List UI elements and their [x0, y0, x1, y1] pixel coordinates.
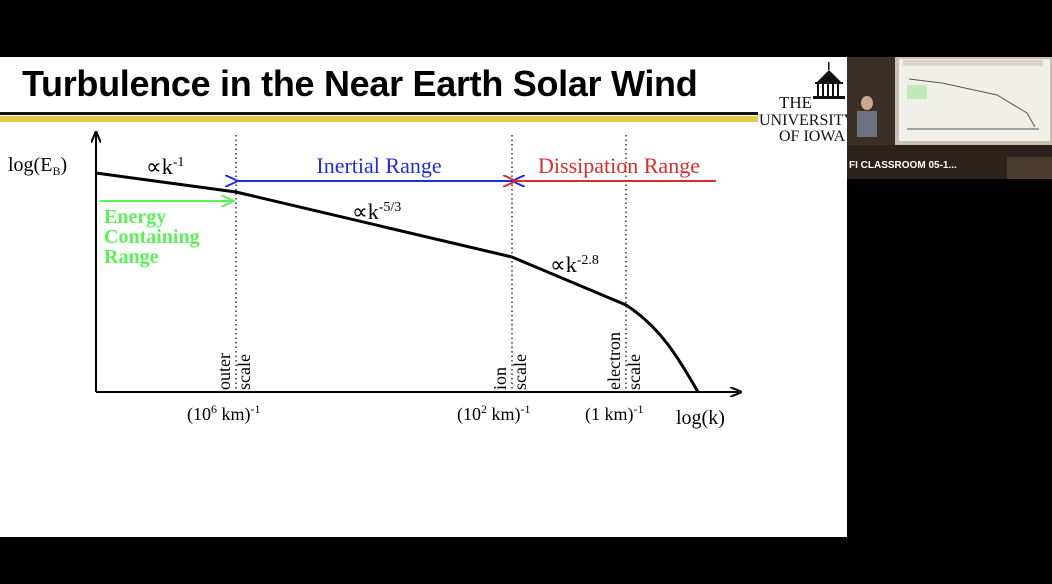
energy-range-label-2: Containing	[104, 226, 200, 248]
webcam-feed: FI CLASSROOM 05-1...	[847, 57, 1052, 179]
tick-label-outer: (106 km)-1	[187, 402, 261, 425]
outer-scale-label-1: outer	[214, 353, 234, 390]
logo-text-university: UNIVERSITY	[759, 112, 847, 129]
spectrum-diagram: Inertial Range Dissipation Range Energy …	[8, 57, 847, 429]
logo-text-of-iowa: OF IOWA	[779, 128, 846, 145]
title-rule	[0, 112, 758, 115]
y-axis-label: log(EB)	[8, 154, 67, 178]
ion-scale-label-1: ion	[490, 367, 510, 390]
x-axis-label: log(k)	[676, 407, 725, 429]
energy-range-label-3: Range	[104, 246, 159, 268]
slide-title: Turbulence in the Near Earth Solar Wind	[22, 63, 698, 104]
dissipation-range-label: Dissipation Range	[538, 153, 700, 178]
slope-label-2: ∝k-5/3	[352, 199, 401, 224]
old-capitol-icon	[813, 62, 845, 99]
ion-scale-label-2: scale	[510, 354, 530, 390]
classroom-camera-image	[847, 57, 1052, 179]
slide: Turbulence in the Near Earth Solar Wind …	[0, 57, 847, 537]
slope-label-1: ∝k-1	[146, 154, 184, 179]
logo-text-the: THE	[779, 93, 813, 112]
university-logo: THE UNIVERSITY OF IOWA	[757, 60, 847, 150]
tick-label-electron: (1 km)-1	[585, 402, 644, 425]
outer-scale-label-2: scale	[234, 354, 254, 390]
electron-scale-label-1: electron	[604, 332, 624, 390]
webcam-room-label: FI CLASSROOM 05-1...	[849, 160, 957, 171]
spectrum-curve	[95, 171, 700, 393]
slope-label-3: ∝k-2.8	[550, 252, 599, 277]
energy-range-label-1: Energy	[104, 206, 166, 228]
title-rule-accent	[0, 116, 758, 122]
tick-label-ion: (102 km)-1	[457, 402, 531, 425]
electron-scale-label-2: scale	[624, 354, 644, 390]
inertial-range-label: Inertial Range	[316, 153, 441, 178]
